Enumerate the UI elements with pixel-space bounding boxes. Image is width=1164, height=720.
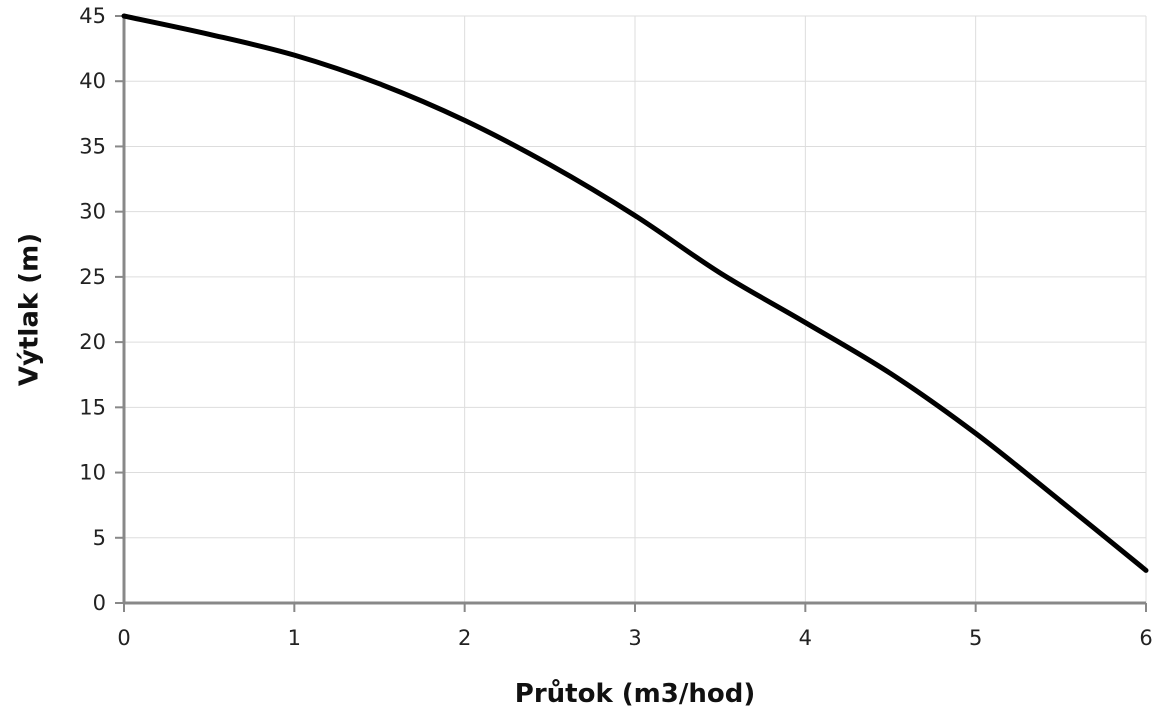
y-tick-label: 15: [79, 395, 106, 419]
y-tick-label: 10: [79, 461, 106, 485]
x-tick-label: 6: [1139, 626, 1152, 650]
series-line: [121, 13, 1149, 573]
y-tick-label: 25: [79, 265, 106, 289]
x-tick-label: 1: [288, 626, 301, 650]
x-tick-label: 4: [799, 626, 812, 650]
y-tick-label: 35: [79, 134, 106, 158]
y-tick-label: 5: [93, 526, 106, 550]
x-tick-label: 2: [458, 626, 471, 650]
series-group: [121, 13, 1149, 573]
y-tick-label: 30: [79, 200, 106, 224]
x-tick-label: 0: [117, 626, 130, 650]
y-tick-label: 20: [79, 330, 106, 354]
vertical-gridlines: [293, 16, 1147, 603]
x-tick-label: 5: [969, 626, 982, 650]
y-axis-ticks: 0 5 10 15 20 25 30 35 40 45: [79, 4, 124, 615]
horizontal-gridlines: [124, 15, 1146, 539]
y-axis-title: Výtlak (m): [15, 233, 45, 386]
y-tick-label: 45: [79, 4, 106, 28]
x-axis-title: Průtok (m3/hod): [515, 678, 755, 709]
x-axis-ticks: 0 1 2 3 4 5 6: [117, 603, 1153, 650]
y-tick-label: 40: [79, 69, 106, 93]
y-tick-label: 0: [93, 591, 106, 615]
x-tick-label: 3: [628, 626, 641, 650]
